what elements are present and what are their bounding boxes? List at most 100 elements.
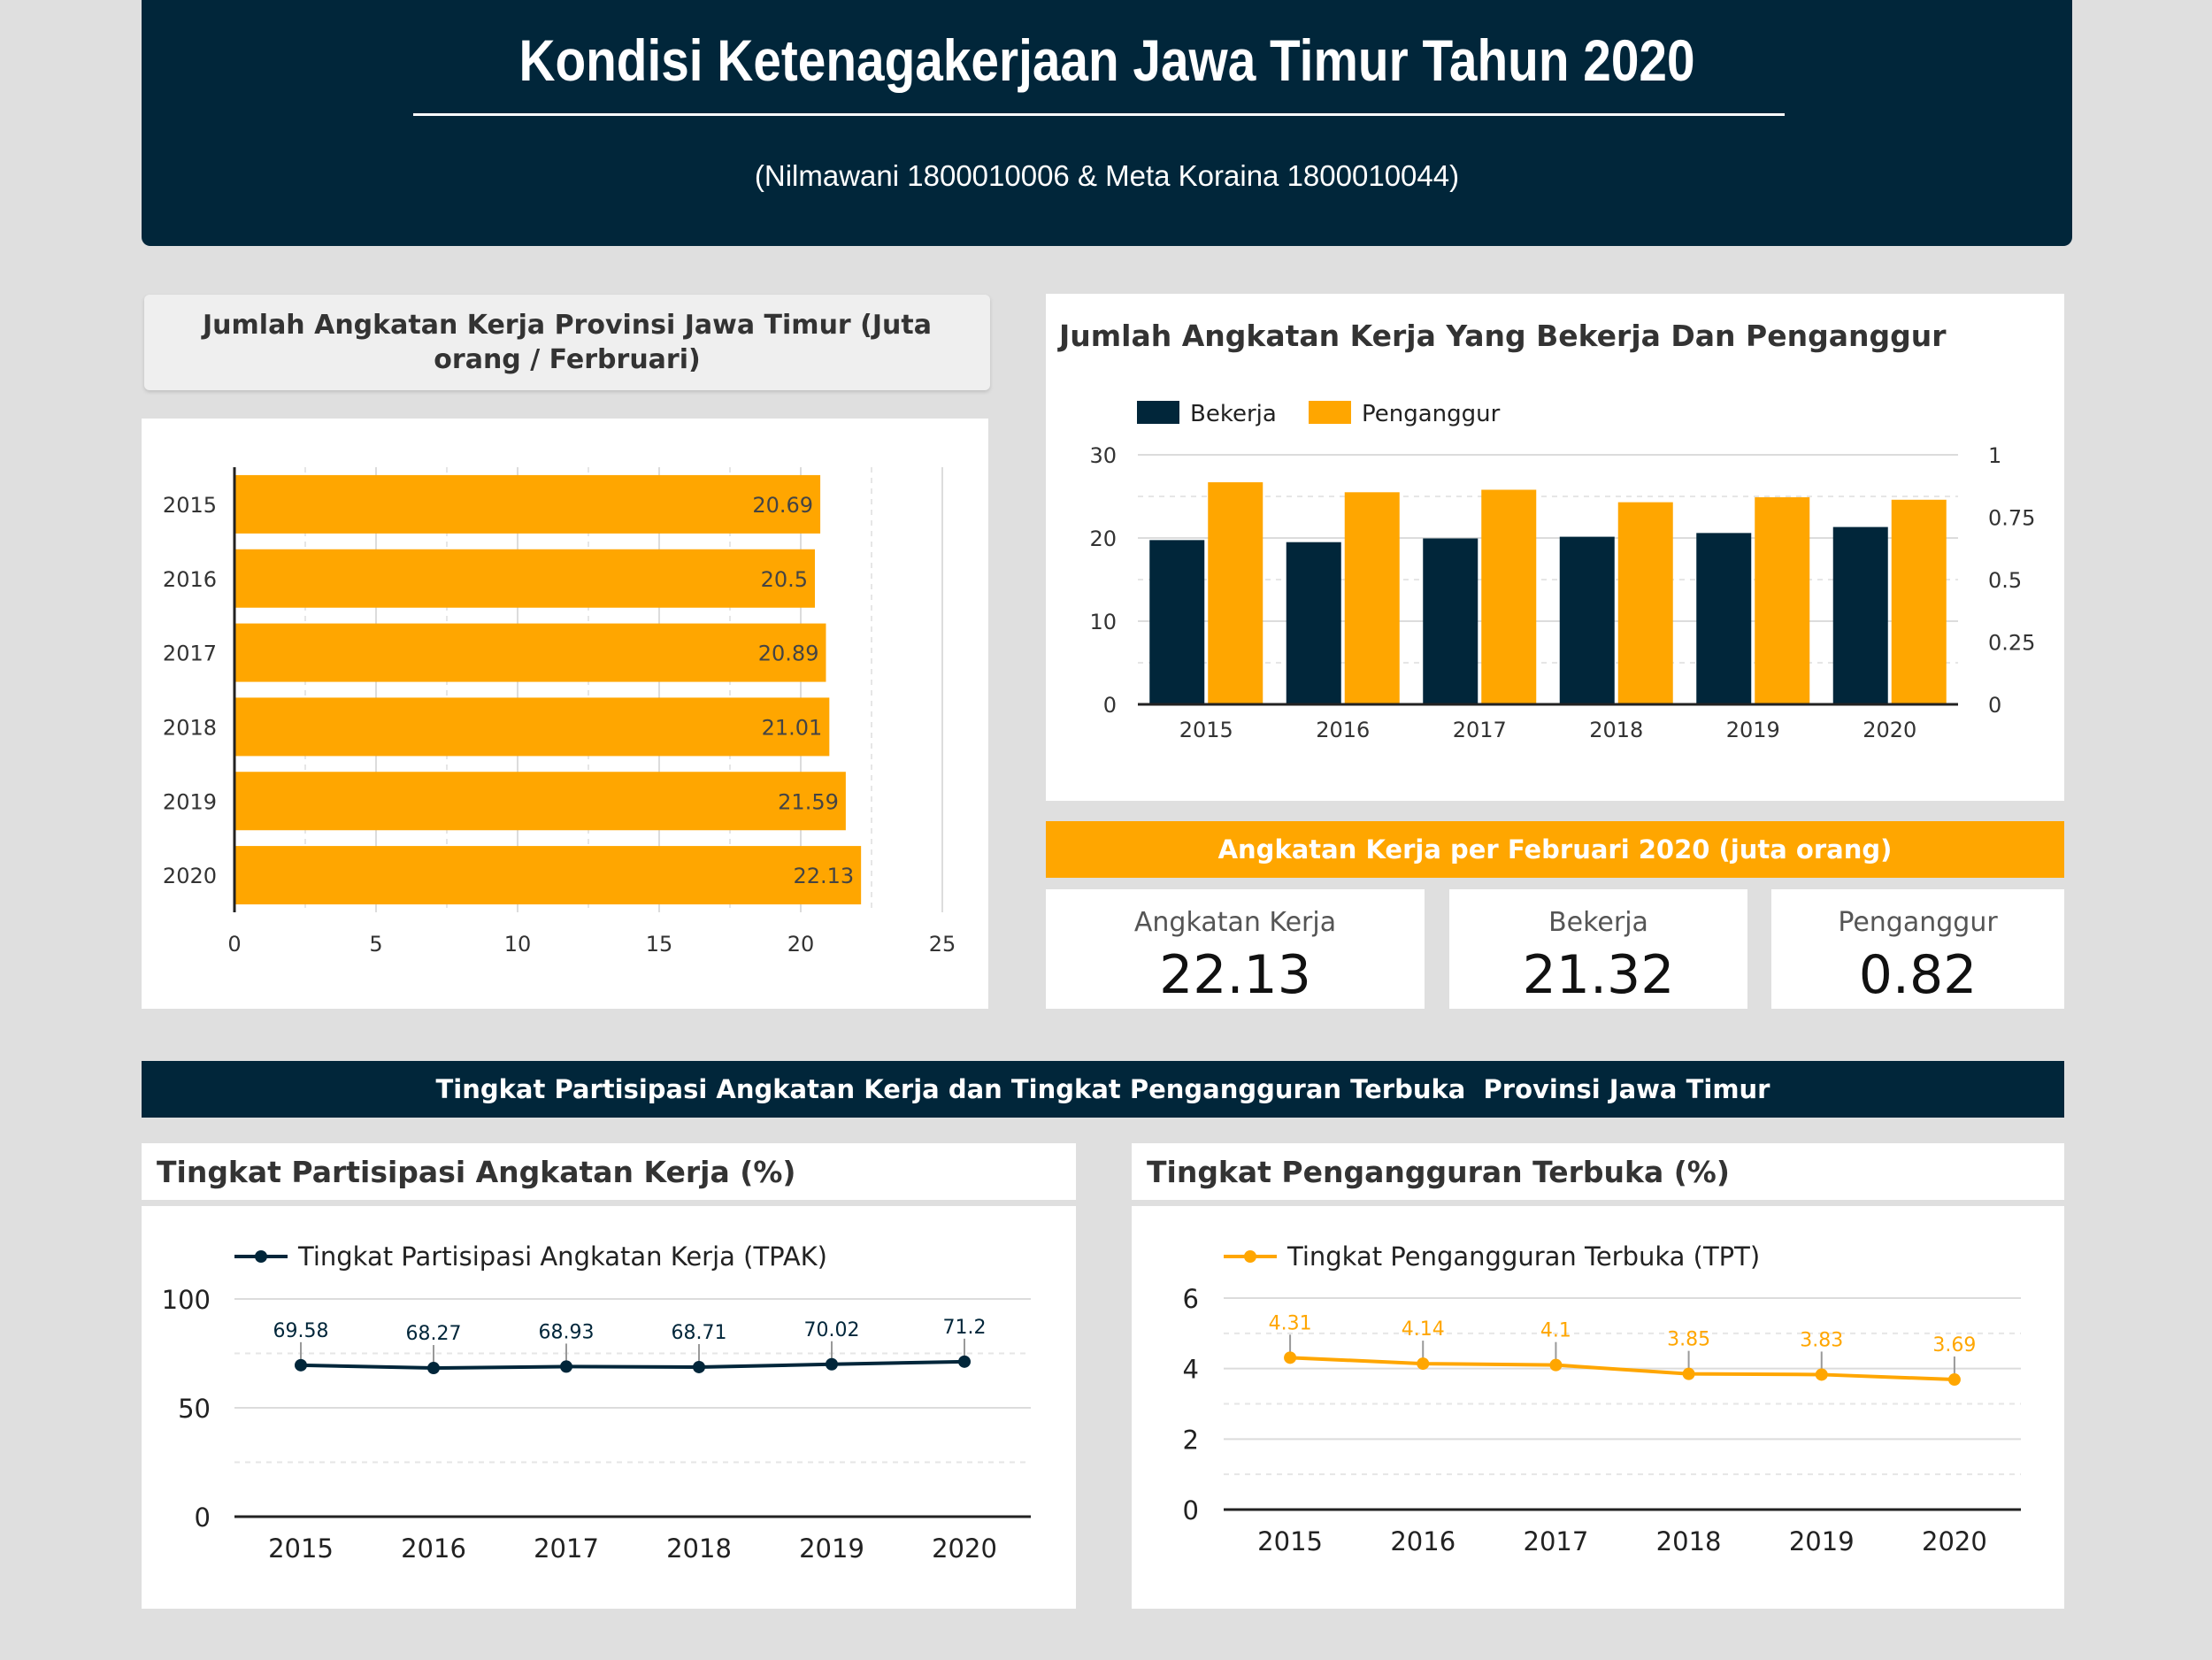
hbar-chart-title: Jumlah Angkatan Kerja Provinsi Jawa Timu… [203, 310, 932, 375]
x-tick-label: 2019 [799, 1533, 864, 1564]
tpt-title-card: Tingkat Pengangguran Terbuka (%) [1132, 1143, 2064, 1200]
data-label: 4.1 [1540, 1320, 1571, 1342]
x-tick-label: 2017 [534, 1533, 599, 1564]
kpi-card-penganggur: Penganggur 0.82 [1771, 889, 2064, 1009]
y-tick-label: 2019 [163, 789, 217, 814]
data-label: 68.71 [672, 1322, 727, 1344]
y-tick-label: 30 [1089, 443, 1117, 468]
section-banner-text: Tingkat Partisipasi Angkatan Kerja dan T… [435, 1074, 1770, 1104]
bar-bekerja [1559, 536, 1615, 704]
kpi-card-angkatan-kerja: Angkatan Kerja 22.13 [1046, 889, 1425, 1009]
data-label: 22.13 [793, 864, 854, 888]
x-tick-label: 2019 [1789, 1526, 1855, 1556]
data-point [1549, 1358, 1563, 1372]
tpak-line-chart: Tingkat Partisipasi Angkatan Kerja (TPAK… [162, 1241, 1031, 1564]
hbar-title-card: Jumlah Angkatan Kerja Provinsi Jawa Timu… [144, 295, 990, 390]
legend-swatch-penganggur [1309, 401, 1351, 424]
y2-tick-label: 0.25 [1988, 631, 2035, 656]
y-tick-label: 10 [1089, 610, 1117, 634]
y2-tick-label: 1 [1988, 443, 2001, 468]
data-label: 68.93 [539, 1321, 595, 1343]
data-label: 3.83 [1800, 1329, 1843, 1351]
y-tick-label: 2015 [163, 493, 217, 518]
data-label: 3.69 [1932, 1334, 1976, 1356]
data-label: 68.27 [406, 1323, 462, 1345]
bar [234, 772, 846, 831]
data-label: 20.69 [752, 493, 813, 518]
bar-penganggur [1208, 482, 1263, 704]
section-banner: Tingkat Partisipasi Angkatan Kerja dan T… [142, 1061, 2064, 1118]
data-point [1284, 1351, 1297, 1364]
y2-tick-label: 0.5 [1988, 568, 2022, 593]
y-tick-label: 2 [1183, 1425, 1199, 1455]
kpi-card-bekerja: Bekerja 21.32 [1449, 889, 1747, 1009]
bar-penganggur [1481, 489, 1537, 704]
tpak-chart-panel: Tingkat Partisipasi Angkatan Kerja (TPAK… [142, 1206, 1076, 1609]
data-label: 21.59 [778, 789, 839, 814]
page-title: Kondisi Ketenagakerjaan Jawa Timur Tahun… [518, 27, 1695, 93]
x-tick-label: 0 [227, 932, 241, 957]
x-tick-label: 2019 [1726, 718, 1780, 742]
tpt-chart-panel: Tingkat Pengangguran Terbuka (TPT) 0 2 4 6 4.… [1132, 1206, 2064, 1609]
bar [234, 697, 830, 757]
y-tick-label: 0 [1103, 693, 1117, 718]
data-label: 4.14 [1402, 1318, 1445, 1341]
bar-bekerja [1149, 540, 1205, 704]
bar-bekerja [1696, 533, 1752, 704]
y-tick-label: 2016 [163, 567, 217, 592]
kpi-label: Penganggur [1838, 907, 1998, 938]
legend-label-bekerja: Bekerja [1190, 401, 1277, 427]
data-point [693, 1360, 705, 1373]
y-tick-label: 50 [178, 1394, 211, 1424]
series-line [1289, 1356, 1955, 1382]
tpt-line-chart: Tingkat Pengangguran Terbuka (TPT) 0 2 4 6 4.… [1183, 1241, 2021, 1556]
bar-penganggur [1617, 502, 1673, 704]
hbar-chart-panel: 0 5 10 15 20 25 20.69 2015 20.5 2016 20.89 2017 21.0… [142, 419, 988, 1009]
kpi-label: Angkatan Kerja [1133, 907, 1337, 938]
y-tick-label: 0 [1183, 1495, 1199, 1526]
legend-label-penganggur: Penganggur [1362, 401, 1501, 427]
bar-bekerja [1286, 542, 1341, 704]
grouped-bar-title: Jumlah Angkatan Kerja Yang Bekerja Dan P… [1059, 319, 1947, 353]
data-label: 69.58 [273, 1320, 329, 1342]
kpi-title-bar: Angkatan Kerja per Februari 2020 (juta o… [1046, 821, 2064, 878]
x-tick-label: 2018 [666, 1533, 732, 1564]
data-label: 4.31 [1269, 1312, 1312, 1334]
legend-swatch-bekerja [1137, 401, 1179, 424]
bar-penganggur [1891, 499, 1947, 704]
x-tick-label: 2020 [1922, 1526, 1987, 1556]
data-point [826, 1357, 838, 1371]
data-point [1815, 1368, 1828, 1381]
x-tick-label: 20 [787, 932, 815, 957]
data-label: 21.01 [762, 715, 823, 740]
grouped-bar-chart: Bekerja Penganggur 0 10 20 30 0 0.25 0.5 0.75 1 201… [1089, 401, 2035, 742]
kpi-value: 21.32 [1522, 944, 1675, 1006]
y-tick-label: 2017 [163, 642, 217, 666]
y-tick-label: 2020 [163, 864, 217, 888]
kpi-value: 22.13 [1159, 944, 1311, 1006]
y2-tick-label: 0.75 [1988, 506, 2035, 531]
bar-bekerja [1423, 538, 1479, 704]
x-tick-label: 2015 [1179, 718, 1233, 742]
data-point [1947, 1373, 1961, 1387]
x-tick-label: 15 [646, 932, 673, 957]
legend-label: Tingkat Pengangguran Terbuka (TPT) [1286, 1241, 1760, 1272]
bar [234, 846, 862, 905]
y2-tick-label: 0 [1988, 693, 2001, 718]
data-point [427, 1362, 440, 1375]
bar [234, 474, 821, 534]
tpt-chart-title: Tingkat Pengangguran Terbuka (%) [1147, 1154, 1730, 1189]
kpi-label: Bekerja [1548, 907, 1648, 938]
x-tick-label: 2020 [932, 1533, 997, 1564]
x-tick-label: 2017 [1524, 1526, 1589, 1556]
kpi-value: 0.82 [1858, 944, 1978, 1006]
x-tick-label: 2018 [1656, 1526, 1722, 1556]
header-banner: Kondisi Ketenagakerjaan Jawa Timur Tahun… [142, 0, 2072, 246]
y-tick-label: 2018 [163, 715, 217, 740]
x-tick-label: 2020 [1863, 718, 1916, 742]
y-tick-label: 0 [195, 1502, 211, 1533]
bar [234, 549, 815, 608]
data-point [1417, 1357, 1430, 1371]
x-tick-label: 2016 [1390, 1526, 1455, 1556]
bar [234, 623, 826, 682]
